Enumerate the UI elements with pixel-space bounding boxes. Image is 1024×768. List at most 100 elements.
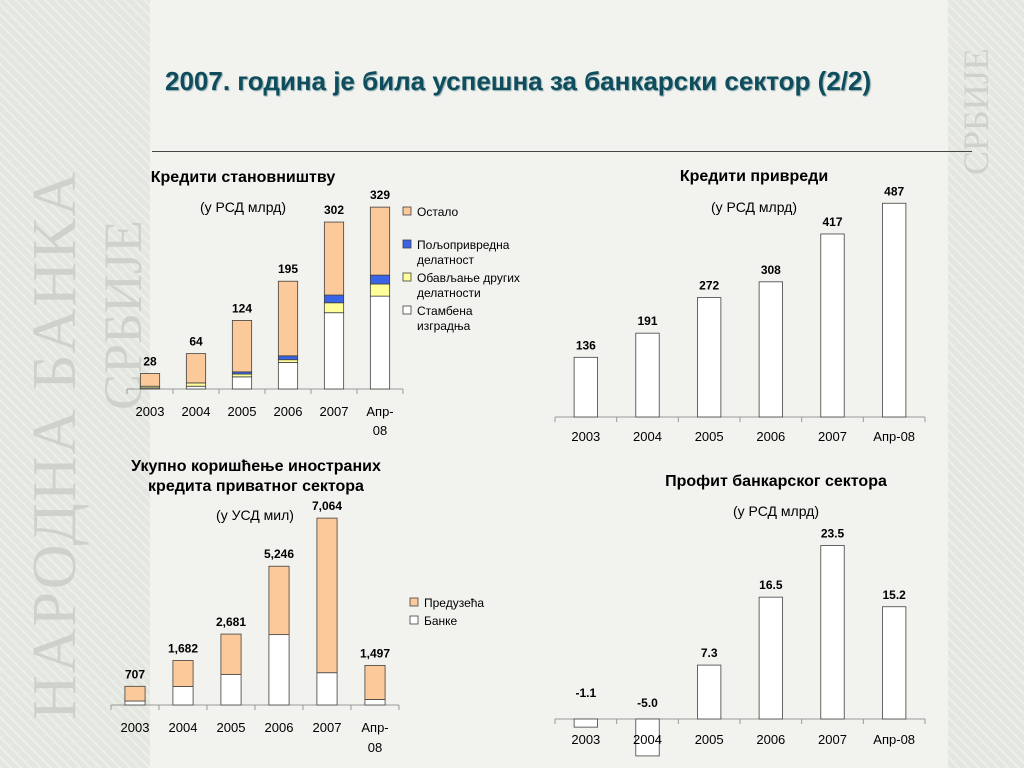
bar-segment <box>124 685 146 702</box>
bar-segment <box>172 660 194 687</box>
x-tick-label: Апр- <box>361 720 388 735</box>
legend-swatch <box>409 597 419 607</box>
bar-segment <box>277 280 299 357</box>
bar-segment <box>139 373 161 387</box>
chart-subtitle: (у РСД млрд) <box>711 199 797 215</box>
legend-label: Банке <box>424 614 458 628</box>
x-tick-label: 2003 <box>571 732 600 747</box>
data-label: 329 <box>370 188 390 202</box>
data-label: 1,682 <box>168 642 198 656</box>
bar-segment <box>364 664 386 700</box>
right-decor-band <box>948 0 1024 768</box>
bar <box>758 596 783 720</box>
data-label: 487 <box>884 184 904 198</box>
x-tick-label: 2006 <box>265 720 294 735</box>
legend-label: Пољопривредна делатност <box>417 238 510 267</box>
data-label: 417 <box>822 215 842 229</box>
x-tick-label: 2006 <box>756 429 785 444</box>
title-divider <box>152 151 972 152</box>
data-label: 124 <box>232 301 252 315</box>
bar <box>635 332 660 418</box>
legend-label: Обављање других делатности <box>417 271 520 300</box>
chart-subtitle: (у УСД мил) <box>216 507 294 523</box>
data-label: -5.0 <box>637 696 658 710</box>
x-tick-label: 2004 <box>633 732 662 747</box>
chart-title: Укупно коришћење иностраних кредита прива… <box>131 458 381 495</box>
legend-swatch <box>402 305 412 315</box>
left-decor-band <box>0 0 150 768</box>
data-label: 191 <box>637 314 657 328</box>
data-label: 707 <box>125 667 145 681</box>
x-tick-label: 08 <box>368 740 382 755</box>
x-tick-label: 08 <box>373 423 387 438</box>
x-tick-label: 2003 <box>571 429 600 444</box>
legend-swatch <box>402 206 412 216</box>
data-label: 308 <box>761 263 781 277</box>
data-label: 7.3 <box>701 646 718 660</box>
chart-title: Кредити становништву <box>151 169 336 186</box>
legend-swatch <box>409 615 419 625</box>
chart-title: Профит банкарског сектора <box>665 473 887 490</box>
x-tick-label: 2003 <box>121 720 150 735</box>
data-label: 195 <box>278 262 298 276</box>
chart-title: Кредити привреди <box>680 168 828 185</box>
x-tick-label: 2007 <box>818 732 847 747</box>
data-label: 7,064 <box>312 499 342 513</box>
data-label: 23.5 <box>821 526 845 540</box>
bar <box>635 718 660 757</box>
data-label: 28 <box>143 355 157 369</box>
bar <box>882 606 907 720</box>
x-tick-label: 2005 <box>217 720 246 735</box>
data-label: 64 <box>189 335 203 349</box>
x-tick-label: Апр-08 <box>873 429 915 444</box>
bar-segment <box>268 565 290 636</box>
data-label: 16.5 <box>759 578 783 592</box>
x-tick-label: 2005 <box>695 429 724 444</box>
x-tick-label: 2005 <box>695 732 724 747</box>
data-label: 2,681 <box>216 615 246 629</box>
bar-segment <box>369 206 391 276</box>
x-tick-label: 2007 <box>313 720 342 735</box>
data-label: 272 <box>699 279 719 293</box>
data-label: 1,497 <box>360 646 390 660</box>
legend-swatch <box>402 272 412 282</box>
bar-segment <box>316 517 338 674</box>
bar <box>573 356 598 418</box>
bar-segment <box>231 320 253 373</box>
bar-segment <box>323 221 345 296</box>
bar <box>820 545 845 720</box>
chart-subtitle: (у РСД млрд) <box>200 199 286 215</box>
x-tick-label: 2006 <box>274 404 303 419</box>
chart-subtitle: (у РСД млрд) <box>733 503 819 519</box>
bar <box>882 202 907 418</box>
bar <box>573 718 598 728</box>
data-label: 5,246 <box>264 547 294 561</box>
x-tick-label: 2007 <box>320 404 349 419</box>
bar <box>697 664 722 720</box>
data-label: -1.1 <box>575 686 596 700</box>
x-tick-label: 2006 <box>756 732 785 747</box>
legend-label: Остало <box>417 205 459 219</box>
bar <box>820 233 845 418</box>
bar-segment <box>220 633 242 675</box>
x-tick-label: Апр- <box>366 404 393 419</box>
legend-swatch <box>402 239 412 249</box>
data-label: 302 <box>324 203 344 217</box>
slide-title: 2007. година је била успешна за банкарск… <box>165 66 872 96</box>
x-tick-label: 2004 <box>169 720 198 735</box>
data-label: 15.2 <box>882 588 906 602</box>
x-tick-label: 2004 <box>633 429 662 444</box>
x-tick-label: 2007 <box>818 429 847 444</box>
x-tick-label: Апр-08 <box>873 732 915 747</box>
x-tick-label: 2004 <box>182 404 211 419</box>
bar <box>758 281 783 418</box>
legend-label: Предузећа <box>424 596 484 610</box>
bar-segment <box>185 353 207 384</box>
legend-label: Стамбена изградња <box>417 304 473 333</box>
x-tick-label: 2003 <box>136 404 165 419</box>
data-label: 136 <box>576 338 596 352</box>
